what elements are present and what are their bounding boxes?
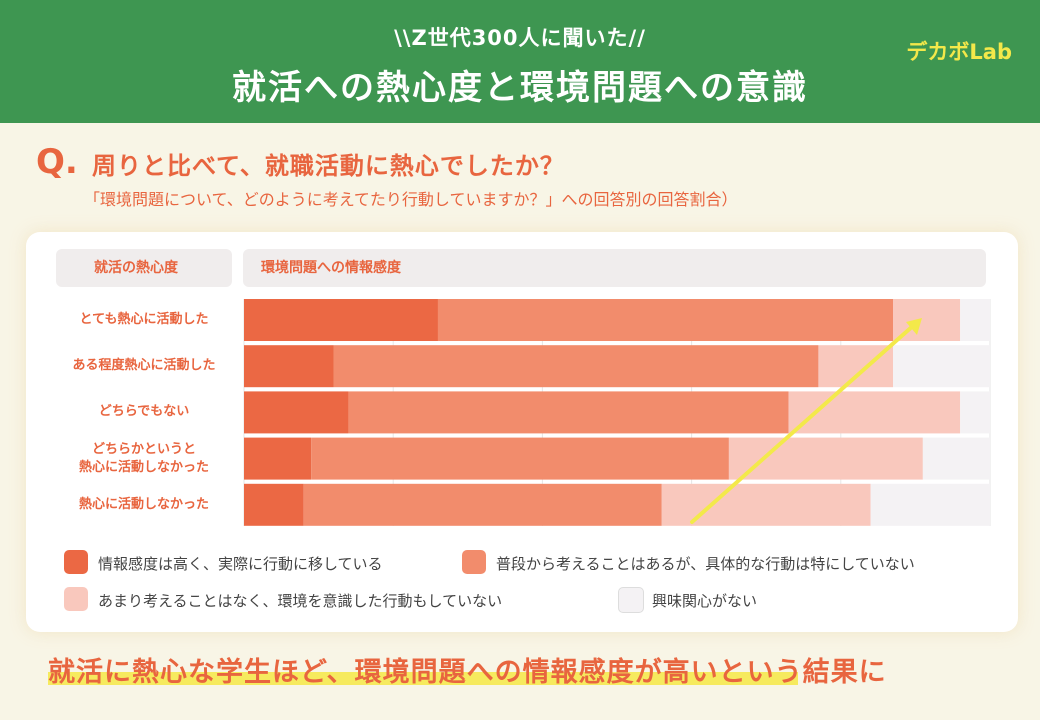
row-label: どちらでもない [98, 404, 190, 420]
bar-segment [244, 437, 312, 480]
brand-logo: デカボLab [906, 40, 1012, 64]
trend-arrow-head [906, 318, 922, 335]
legend-swatch [64, 550, 88, 574]
bar-segment [244, 299, 438, 341]
bar-segment [870, 483, 990, 526]
row-label: どちらかというと 熱心に活動しなかった [78, 441, 209, 475]
question-text: 周りと比べて、就職活動に熱心でしたか？ [92, 152, 565, 180]
bar-segment [728, 437, 923, 480]
row-label: ある程度熱心に活動した [72, 358, 216, 374]
column-header-awareness: 環境問題への情報感度 [243, 249, 986, 287]
bar-segment [311, 437, 729, 480]
column-header-enthusiasm: 就活の熱心度 [56, 249, 232, 287]
bar-segment [960, 299, 990, 341]
bar-segment [437, 299, 894, 341]
question-mark: Q. [36, 142, 78, 182]
legend-swatch [462, 550, 486, 574]
conclusion-label: 就活に熱心な学生ほど、環境問題への情報感度が高いという結果に [48, 657, 887, 688]
row-label: 熱心に活動しなかった [78, 496, 209, 512]
legend-swatch [64, 587, 88, 611]
row-label: とても熱心に活動した [79, 312, 209, 327]
conclusion-text: 就活に熱心な学生ほど、環境問題への情報感度が高いという結果に [48, 650, 887, 689]
header-subtitle: \\Z世代300人に聞いた// [394, 26, 646, 50]
legend-label: 情報感度は高く、実際に行動に移している [98, 555, 383, 573]
legend-label: あまり考えることはなく、環境を意識した行動もしていない [98, 592, 503, 610]
bar-segment [348, 391, 789, 434]
bar-segment [244, 345, 334, 388]
trend-arrow-line [690, 323, 916, 524]
bar-segment [922, 437, 990, 480]
legend-label: 興味関心がない [652, 592, 758, 610]
bar-segment [333, 345, 819, 388]
header-banner: \\Z世代300人に聞いた// 就活への熱心度と環境問題への意識 デカボLab [0, 0, 1040, 123]
bar-segment [893, 345, 990, 388]
page-title: 就活への熱心度と環境問題への意識 [232, 68, 808, 108]
legend-swatch [618, 587, 644, 613]
bar-segment [303, 483, 662, 526]
bar-segment [244, 391, 349, 434]
bar-segment [960, 391, 990, 434]
bar-segment [244, 483, 304, 526]
legend-label: 普段から考えることはあるが、具体的な行動は特にしていない [496, 555, 915, 573]
question-note: 「環境問題について、どのように考えてたり行動していますか？」への回答別の回答割合… [84, 190, 738, 209]
